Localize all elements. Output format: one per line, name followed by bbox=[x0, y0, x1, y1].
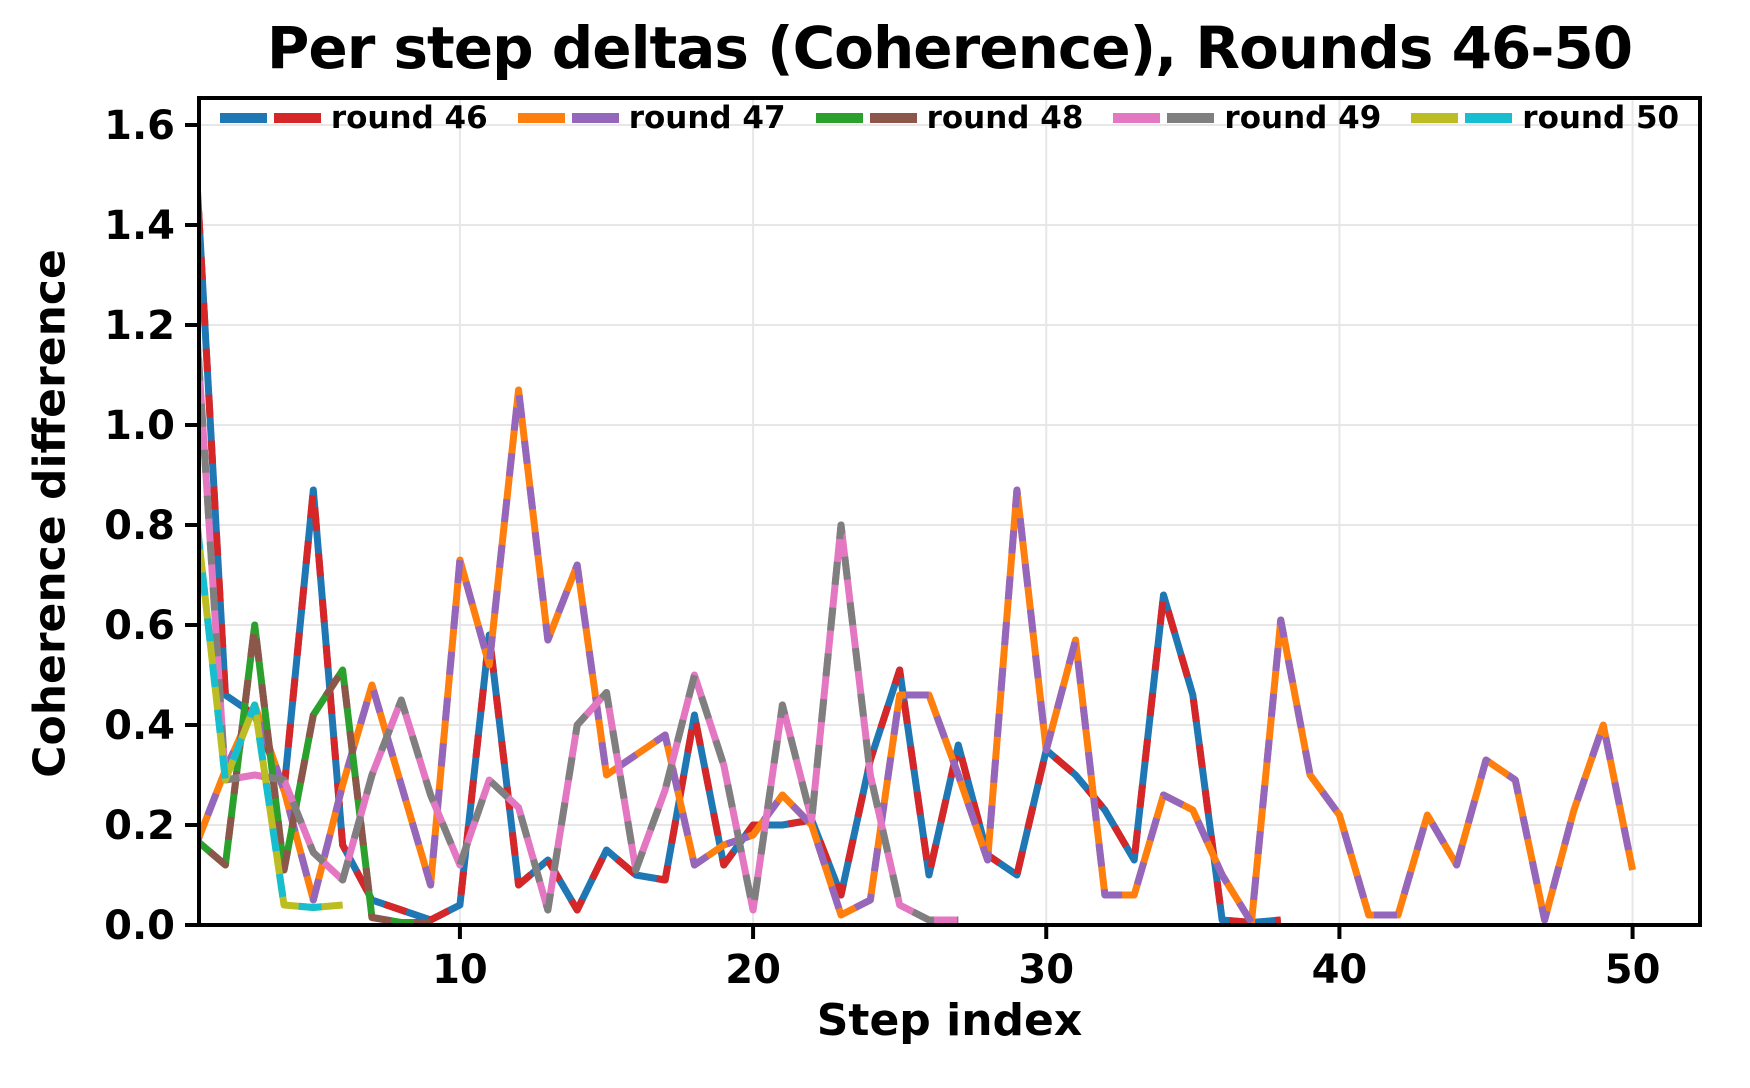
legend-color-dash bbox=[571, 113, 619, 123]
y-tick-label: 0.0 bbox=[104, 903, 175, 949]
x-tick-label: 10 bbox=[432, 947, 488, 993]
legend-item-round-50: round 50 bbox=[1411, 100, 1679, 136]
x-tick-label: 40 bbox=[1312, 947, 1368, 993]
legend-color-dash bbox=[815, 113, 863, 123]
series-line-round-49-base bbox=[199, 319, 959, 924]
y-tick-label: 0.8 bbox=[104, 503, 175, 549]
legend-item-round-47: round 47 bbox=[517, 100, 786, 136]
chart-title: Per step deltas (Coherence), Rounds 46-5… bbox=[266, 14, 1633, 82]
legend-swatch-pair bbox=[1113, 113, 1215, 123]
y-tick-label: 1.6 bbox=[104, 103, 175, 149]
legend-label: round 48 bbox=[926, 100, 1084, 136]
x-tick-label: 50 bbox=[1605, 947, 1661, 993]
legend-color-dash bbox=[869, 113, 917, 123]
legend-swatch-pair bbox=[517, 113, 619, 123]
legend-label: round 46 bbox=[330, 100, 488, 136]
x-tick-label: 20 bbox=[725, 947, 781, 993]
x-tick-label: 30 bbox=[1018, 947, 1074, 993]
legend-item-round-48: round 48 bbox=[815, 100, 1084, 136]
x-axis-label: Step index bbox=[816, 995, 1083, 1046]
legend-item-round-46: round 46 bbox=[219, 100, 488, 136]
y-tick-label: 0.2 bbox=[104, 803, 175, 849]
series-line-round-50-dash bbox=[199, 514, 343, 911]
series-line-round-49-dash bbox=[199, 319, 959, 924]
series-line-round-46-dash bbox=[199, 164, 1282, 925]
legend-color-dash bbox=[1411, 113, 1459, 123]
axis-ticks bbox=[185, 123, 1635, 939]
plot-border bbox=[197, 96, 1702, 927]
grid-lines bbox=[199, 98, 1700, 925]
y-tick-label: 0.6 bbox=[104, 603, 175, 649]
y-tick-label: 1.4 bbox=[104, 203, 175, 249]
legend: round 46 round 47 round 48 round 49 round 50 bbox=[199, 100, 1700, 136]
legend-color-dash bbox=[219, 113, 267, 123]
legend-color-dash bbox=[273, 113, 321, 123]
legend-label: round 49 bbox=[1224, 100, 1382, 136]
legend-color-dash bbox=[517, 113, 565, 123]
legend-label: round 47 bbox=[628, 100, 786, 136]
legend-swatch-pair bbox=[1411, 113, 1513, 123]
legend-color-dash bbox=[1167, 113, 1215, 123]
legend-swatch-pair bbox=[219, 113, 321, 123]
legend-item-round-49: round 49 bbox=[1113, 100, 1381, 136]
tick-labels: 10 20 30 40 50 0.0 0.2 0.4 0.6 0.8 1.0 1.2 1.4 1.6 bbox=[104, 103, 1660, 993]
legend-label: round 50 bbox=[1522, 100, 1680, 136]
series-line-round-48-dash bbox=[199, 621, 431, 925]
y-tick-label: 0.4 bbox=[104, 703, 175, 749]
legend-color-dash bbox=[1113, 113, 1161, 123]
legend-swatch-pair bbox=[815, 113, 917, 123]
y-tick-label: 1.0 bbox=[104, 403, 175, 449]
series-line-round-47-dash bbox=[199, 386, 1637, 925]
y-tick-label: 1.2 bbox=[104, 303, 175, 349]
legend-color-dash bbox=[1465, 113, 1513, 123]
